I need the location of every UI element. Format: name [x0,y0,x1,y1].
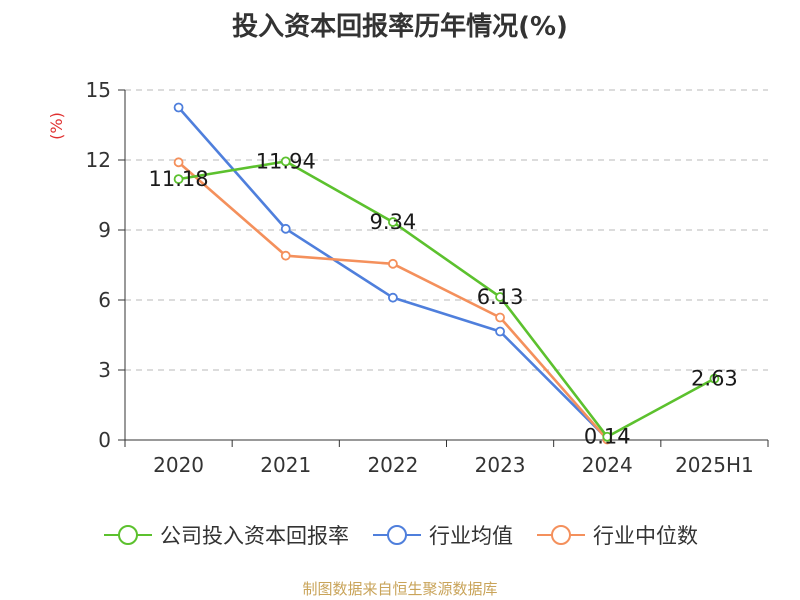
data-point [495,292,505,302]
data-label: 0.14 [584,425,631,449]
y-tick-label: 0 [98,428,111,452]
legend-item-company[interactable]: 公司投入资本回报率 [102,520,349,550]
x-tick-label: 2024 [582,453,633,477]
data-label: 2.63 [691,367,738,391]
data-point [388,292,398,303]
data-point [173,157,184,168]
data-point [280,223,291,234]
x-tick-label: 2020 [153,453,204,477]
legend-label: 公司投入资本回报率 [160,524,349,548]
data-label: 11.94 [256,149,316,173]
legend-line-marker-icon [373,525,421,545]
source-note: 制图数据来自恒生聚源数据库 [302,580,498,598]
legend-item-industry-median[interactable]: 行业中位数 [535,520,698,550]
x-tick-label: 2022 [367,453,418,477]
data-point [280,250,291,261]
data-label: 11.18 [149,167,209,191]
data-point [388,217,398,227]
data-label: 6.13 [477,285,524,309]
chart-title: 投入资本回报率历年情况(%) [232,12,568,42]
data-point [388,258,398,269]
series-line [178,160,716,439]
y-tick-label: 6 [98,288,111,312]
y-tick-label: 12 [86,148,111,172]
data-point [602,431,613,442]
data-point [173,102,184,113]
legend-label: 行业均值 [429,524,513,548]
y-tick-label: 15 [86,78,111,102]
legend-line-marker-icon [537,525,585,545]
data-point [495,312,505,323]
y-tick-label: 3 [98,358,111,382]
data-point [495,326,505,337]
data-point [709,373,720,384]
x-tick-label: 2023 [475,453,526,477]
data-label: 9.34 [370,210,417,234]
x-tick-label: 2021 [260,453,311,477]
x-tick-label: 2025H1 [675,453,754,477]
series-line [177,106,609,440]
y-tick-label: 9 [98,218,111,242]
legend: 公司投入资本回报率 行业均值 行业中位数 [0,520,800,550]
y-axis-unit-label: (%) [47,112,66,140]
legend-line-marker-icon [104,525,152,545]
legend-item-industry-mean[interactable]: 行业均值 [371,520,513,550]
data-point [280,156,291,167]
data-point [173,174,184,185]
legend-label: 行业中位数 [593,524,698,548]
